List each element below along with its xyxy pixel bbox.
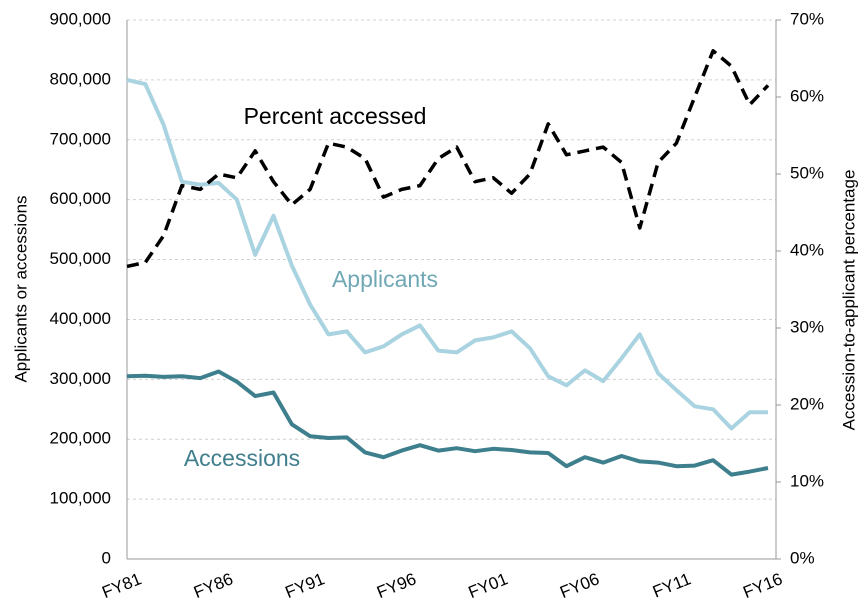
y2-tick-label: 0%	[790, 548, 815, 567]
y-tick-label: 900,000	[50, 9, 111, 28]
x-tick-label: FY06	[557, 569, 602, 602]
series-label: Accessions	[184, 445, 300, 471]
series-line	[126, 49, 770, 269]
x-tick-label: FY81	[99, 569, 144, 602]
y-axis-title: Applicants or accessions	[11, 195, 30, 382]
y-tick-label: 800,000	[50, 69, 111, 88]
y-tick-label: 600,000	[50, 189, 111, 208]
y2-tick-label: 70%	[790, 9, 824, 28]
series-line	[126, 77, 768, 431]
x-tick-label: FY16	[740, 569, 785, 602]
y-tick-label: 200,000	[50, 429, 111, 448]
x-tick-label: FY86	[191, 569, 236, 602]
series-label: Percent accessed	[244, 103, 427, 129]
y2-tick-label: 40%	[790, 240, 824, 259]
y-tick-label: 0	[102, 548, 111, 567]
y2-tick-label: 50%	[790, 163, 824, 182]
y-tick-label: 700,000	[50, 129, 111, 148]
y-tick-label: 100,000	[50, 489, 111, 508]
series-line	[126, 369, 769, 477]
x-tick-label: FY01	[466, 569, 511, 602]
x-tick-label: FY96	[374, 569, 419, 602]
y2-tick-label: 20%	[790, 394, 824, 413]
y-tick-label: 300,000	[50, 369, 111, 388]
y2-tick-label: 10%	[790, 471, 824, 490]
y-tick-label: 500,000	[50, 249, 111, 268]
x-tick-label: FY11	[650, 569, 694, 601]
y2-tick-label: 60%	[790, 86, 824, 105]
y2-tick-label: 30%	[790, 317, 824, 336]
y-tick-label: 400,000	[50, 309, 111, 328]
y2-axis-title: Accession-to-applicant percentage	[839, 170, 858, 431]
x-tick-label: FY91	[283, 569, 328, 602]
series-label: Applicants	[332, 266, 438, 292]
